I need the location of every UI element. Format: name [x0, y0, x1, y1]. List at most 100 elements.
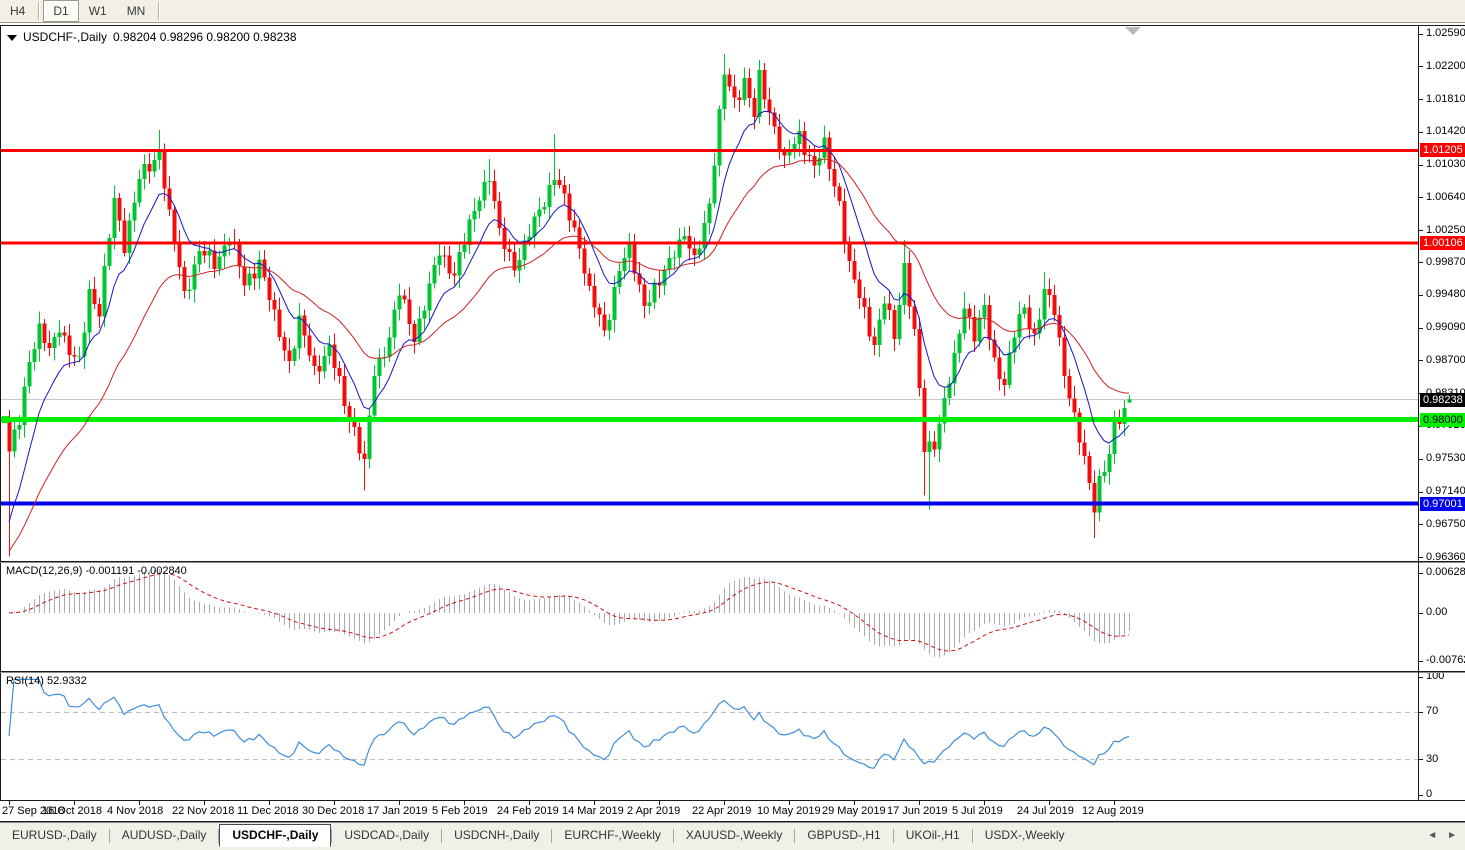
date-tick-mark — [789, 801, 790, 805]
chart-tab-usdchf[interactable]: USDCHF-,Daily — [219, 824, 332, 847]
chart-symbol-title: USDCHF-,Daily — [23, 30, 107, 44]
date-tick-mark — [269, 801, 270, 805]
date-tick-label: 29 May 2019 — [822, 805, 886, 817]
rsi-tick-label-tick — [1419, 711, 1423, 713]
date-tick-mark — [1049, 801, 1050, 805]
price-tick-label: 0.99870 — [1426, 255, 1465, 268]
timeframe-button-d1[interactable]: D1 — [43, 0, 79, 22]
price-level-badge: 1.01205 — [1420, 143, 1465, 158]
date-tick-mark — [919, 801, 920, 805]
price-tick-label-tick — [1419, 131, 1423, 133]
price-level-badge: 0.97001 — [1420, 496, 1465, 511]
tab-separator — [551, 829, 553, 843]
tab-scroll-arrows: ◄ ► — [1427, 824, 1465, 846]
price-axis[interactable]: 1.02590 1.02200 1.01810 1.01420 1.01030 1.006… — [1419, 26, 1465, 800]
symbol-dropdown-icon[interactable] — [7, 35, 17, 41]
date-tick-mark — [74, 801, 75, 805]
date-tick-label: 12 Aug 2019 — [1082, 805, 1144, 817]
price-tick-label: 1.01810 — [1426, 92, 1465, 105]
price-tick-label-tick — [1419, 491, 1423, 493]
date-tick-mark — [594, 801, 595, 805]
tabs-scroll-left-icon[interactable]: ◄ — [1427, 829, 1438, 841]
price-tick-label-tick — [1419, 360, 1423, 362]
candlestick-chart[interactable] — [1, 26, 1418, 561]
rsi-chart[interactable] — [1, 673, 1418, 800]
macd-tick-label: -0.00762 — [1426, 654, 1465, 666]
date-tick-mark — [204, 801, 205, 805]
date-tick-label: 5 Jul 2019 — [952, 805, 1003, 817]
panel-separator-shadow — [0, 562, 1465, 563]
price-chart-panel[interactable]: USDCHF-,Daily 0.98204 0.98296 0.98200 0.… — [1, 26, 1418, 561]
date-tick-label: 24 Feb 2019 — [497, 805, 559, 817]
price-level-badge: 1.00106 — [1420, 235, 1465, 250]
date-tick-label: 17 Jan 2019 — [367, 805, 428, 817]
date-tick-label: 10 May 2019 — [757, 805, 821, 817]
price-tick-label-tick — [1419, 33, 1423, 35]
chart-shift-marker-icon[interactable] — [1125, 27, 1141, 35]
price-tick-label-tick — [1419, 66, 1423, 68]
date-tick-label: 22 Apr 2019 — [692, 805, 752, 817]
rsi-tick-label: 30 — [1426, 752, 1439, 765]
price-tick-label-tick — [1419, 524, 1423, 526]
toolbar-separator — [158, 2, 161, 20]
tab-separator — [218, 829, 220, 843]
timeframe-button-h4[interactable]: H4 — [10, 4, 26, 18]
price-tick-label: 1.00640 — [1426, 190, 1465, 203]
tab-separator — [794, 829, 796, 843]
rsi-indicator-panel[interactable]: RSI(14) 52.9332 — [1, 673, 1418, 800]
date-tick-label: 27 Sep 2018 — [2, 805, 65, 817]
price-tick-label: 1.02590 — [1426, 27, 1465, 40]
chart-tab-eurusd[interactable]: EURUSD-,Daily — [12, 828, 97, 842]
tab-separator — [971, 829, 973, 843]
chart-tabs-bar: EURUSD-,Daily AUDUSD-,Daily USDCHF-,Daily U… — [0, 822, 1465, 850]
date-tick-mark — [399, 801, 400, 805]
date-tick-mark — [1114, 801, 1115, 805]
macd-tick-label-tick — [1419, 572, 1423, 574]
rsi-tick-label-tick — [1419, 759, 1423, 761]
chart-tab-audusd[interactable]: AUDUSD-,Daily — [121, 828, 207, 842]
timeframe-button-w1[interactable]: W1 — [88, 4, 107, 18]
date-tick-mark — [984, 801, 985, 805]
axis-border-line — [1418, 26, 1419, 800]
panel-separator — [0, 561, 1465, 562]
macd-tick-label: 0.00 — [1426, 606, 1448, 618]
macd-label: MACD(12,26,9) -0.001191 -0.002840 — [6, 565, 187, 577]
chart-tab-eurchf[interactable]: EURCHF-,Weekly — [564, 828, 661, 842]
tabs-scroll-right-icon[interactable]: ► — [1447, 829, 1457, 841]
price-tick-label: 1.01030 — [1426, 158, 1465, 171]
rsi-tick-label: 70 — [1426, 705, 1439, 718]
rsi-tick-label: 0 — [1426, 788, 1433, 800]
price-tick-label: 0.99480 — [1426, 288, 1465, 301]
chart-tab-ukoil[interactable]: UKOil-,H1 — [905, 828, 960, 842]
date-tick-label: 14 Mar 2019 — [562, 805, 624, 817]
date-tick-label: 16 Oct 2018 — [42, 805, 102, 817]
price-tick-label: 0.98700 — [1426, 353, 1465, 366]
timeframe-toolbar: H4 D1 W1 MN — [0, 0, 1465, 23]
price-tick-label-tick — [1419, 458, 1423, 460]
chart-tab-gbpusd[interactable]: GBPUSD-,H1 — [807, 828, 881, 842]
panel-separator — [0, 800, 1465, 801]
timeframe-button-mn[interactable]: MN — [126, 4, 146, 18]
date-tick-label: 2 Apr 2019 — [627, 805, 681, 817]
chart-tab-usdcad[interactable]: USDCAD-,Daily — [344, 828, 430, 842]
date-tick-mark — [659, 801, 660, 805]
price-tick-label: 1.02200 — [1426, 59, 1465, 72]
date-tick-label: 22 Nov 2018 — [172, 805, 235, 817]
date-tick-label: 30 Dec 2018 — [302, 805, 365, 817]
rsi-tick-label-tick — [1419, 794, 1423, 796]
rsi-label: RSI(14) 52.9332 — [6, 675, 87, 687]
chart-tab-xauusd[interactable]: XAUUSD-,Weekly — [685, 828, 783, 842]
macd-chart[interactable] — [1, 563, 1418, 671]
chart-tab-usdx[interactable]: USDX-,Weekly — [984, 828, 1065, 842]
chart-tab-usdcnh[interactable]: USDCNH-,Daily — [454, 828, 540, 842]
price-tick-label-tick — [1419, 99, 1423, 101]
price-tick-label-tick — [1419, 262, 1423, 264]
price-tick-label: 0.97140 — [1426, 485, 1465, 498]
macd-indicator-panel[interactable]: MACD(12,26,9) -0.001191 -0.002840 — [1, 563, 1418, 671]
tab-separator — [331, 829, 333, 843]
tab-separator — [108, 829, 110, 843]
time-axis[interactable]: 27 Sep 2018 16 Oct 2018 4 Nov 2018 22 Nov 2… — [1, 801, 1418, 822]
price-tick-label: 0.96360 — [1426, 550, 1465, 563]
date-tick-mark — [854, 801, 855, 805]
